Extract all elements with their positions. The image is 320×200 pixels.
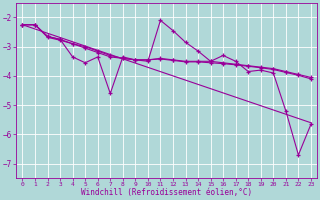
X-axis label: Windchill (Refroidissement éolien,°C): Windchill (Refroidissement éolien,°C)	[81, 188, 252, 197]
